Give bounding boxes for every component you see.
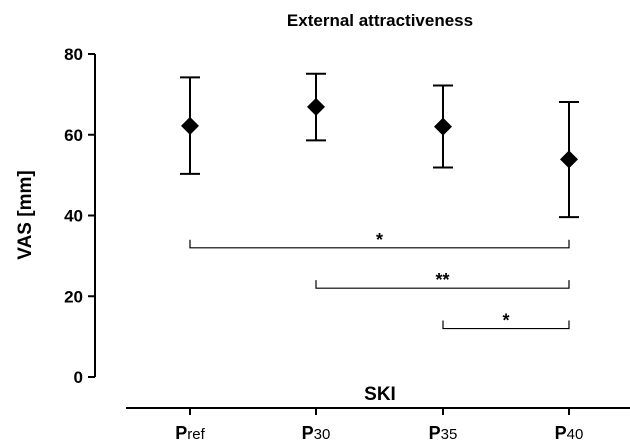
error-bars [180,72,579,219]
x-tick-label: P30 [302,423,331,443]
x-axis-ticks: Pref P30 P35 P40 [175,408,583,443]
y-tick-label: 60 [64,126,83,145]
y-axis-ticks: 0 20 40 60 80 [64,45,95,387]
data-markers [181,97,578,169]
y-axis-label: VAS [mm] [15,170,36,259]
mean-marker [307,97,325,116]
x-tick-label: P40 [555,423,584,443]
significance-bracket [442,320,570,330]
x-tick-label: P35 [429,423,458,443]
significance-label: ** [435,270,449,290]
mean-marker [560,150,578,169]
mean-marker [434,117,452,136]
significance-label: * [502,311,509,331]
significance-label: * [376,230,383,250]
y-tick-label: 0 [74,368,83,387]
significance-bracket [315,280,570,289]
mean-marker [181,116,199,135]
chart-title: External attractiveness [287,11,473,30]
y-tick-label: 80 [64,45,83,64]
significance-bracket [189,239,570,249]
y-tick-label: 40 [64,207,83,226]
significance-brackets: **** [189,230,570,331]
x-axis-label: SKI [364,384,396,405]
x-tick-label: Pref [175,423,205,443]
y-tick-label: 20 [64,287,83,306]
